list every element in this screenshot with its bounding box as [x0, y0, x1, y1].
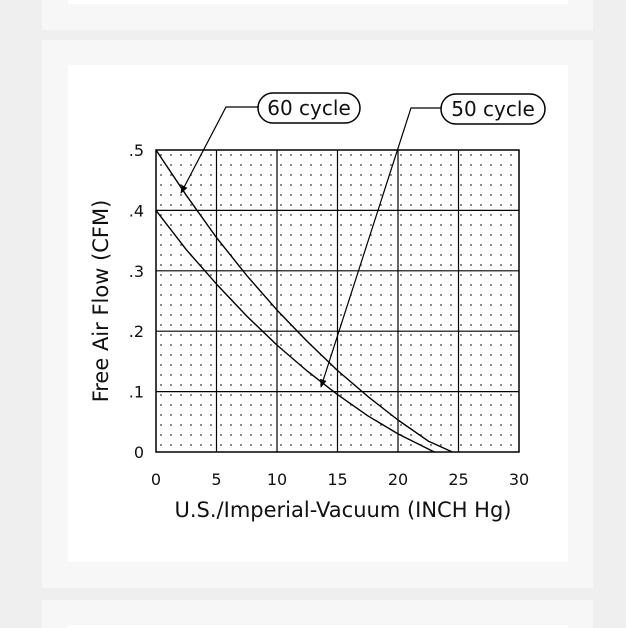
callout-50-cycle: 50 cycle: [451, 97, 535, 121]
y-tick-label: .4: [129, 201, 144, 220]
callout-box-50-cycle: [440, 93, 546, 125]
y-tick-label: .3: [129, 262, 144, 281]
x-axis-label: U.S./Imperial-Vacuum (INCH Hg): [175, 498, 512, 522]
y-tick-labels: 0 .1 .2 .3 .4 .5: [129, 141, 144, 462]
top-card: [42, 0, 593, 30]
callout-60-cycle: 60 cycle: [267, 96, 351, 120]
callout-box-60-cycle: [257, 92, 361, 124]
x-tick-label: 0: [151, 470, 161, 489]
y-axis-label: Free Air Flow (CFM): [89, 200, 113, 403]
x-tick-label: 20: [388, 470, 408, 489]
x-tick-label: 30: [509, 470, 529, 489]
series-layer: [155, 149, 453, 453]
series-line-60-cycle: [155, 149, 453, 453]
y-tick-label: .1: [129, 383, 144, 402]
top-card-inner: [68, 0, 568, 4]
y-tick-label: 0: [134, 443, 144, 462]
y-tick-label: .5: [129, 141, 144, 160]
x-tick-label: 25: [448, 470, 468, 489]
x-tick-label: 15: [327, 470, 347, 489]
x-tick-label: 10: [267, 470, 287, 489]
leader-50-cycle: [320, 107, 441, 388]
leader-60-cycle: [180, 106, 258, 194]
bottom-card: [42, 600, 593, 628]
x-tick-label: 5: [211, 470, 221, 489]
bottom-card-inner: [68, 625, 568, 628]
y-tick-label: .2: [129, 322, 144, 341]
grid-lines: [156, 150, 519, 452]
series-line-50-cycle: [155, 209, 435, 453]
x-tick-labels: 0 5 10 15 20 25 30: [151, 470, 529, 489]
performance-chart: 0 5 10 15 20 25 30 0 .1 .2 .3 .4 .5 U.S./Imperial-V…: [89, 92, 546, 522]
plot-frame: [155, 149, 520, 453]
